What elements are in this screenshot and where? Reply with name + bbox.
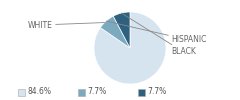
Text: 7.7%: 7.7% [87, 88, 106, 96]
Wedge shape [94, 12, 166, 84]
Bar [18, 88, 25, 96]
Text: BLACK: BLACK [121, 13, 196, 56]
Bar [78, 88, 85, 96]
Wedge shape [113, 12, 130, 48]
Text: 84.6%: 84.6% [27, 88, 51, 96]
Bar [138, 88, 145, 96]
Text: 7.7%: 7.7% [147, 88, 166, 96]
Text: WHITE: WHITE [28, 20, 105, 30]
Text: HISPANIC: HISPANIC [106, 21, 206, 44]
Wedge shape [100, 16, 130, 48]
